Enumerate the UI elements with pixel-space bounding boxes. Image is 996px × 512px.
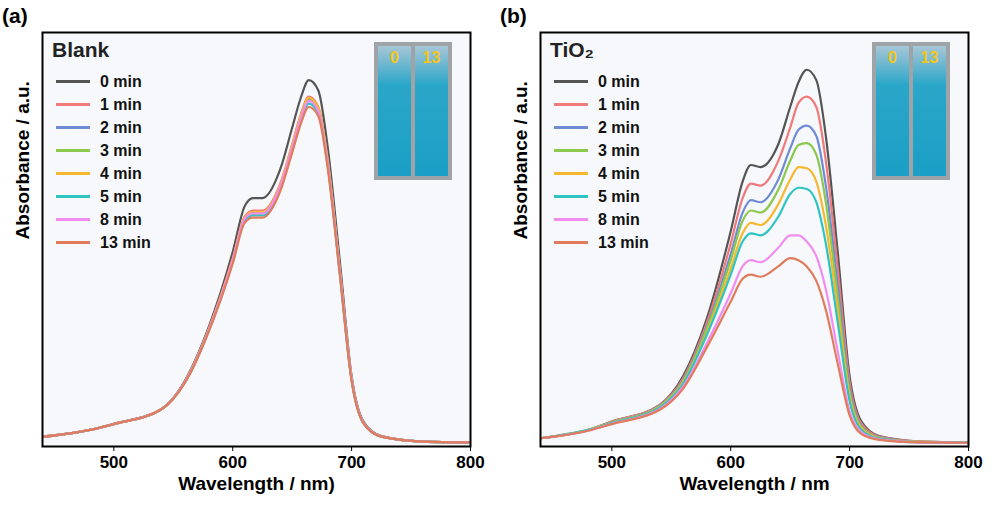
svg-text:500: 500 [100,453,128,472]
html-text:(a): (a) [2,4,28,27]
html-text:13 min: 13 min [598,233,649,251]
html-text:5 min: 5 min [100,187,142,205]
html-text:Blank: Blank [52,38,110,61]
html-text:4 min: 4 min [598,164,640,182]
html-text:1 min: 1 min [598,95,640,113]
html-text:8 min: 8 min [598,210,640,228]
html-text:13: 13 [920,49,939,66]
html-text:0 min: 0 min [598,72,640,90]
html-text:4 min: 4 min [100,164,142,182]
html-text:13: 13 [422,49,441,66]
svg-text:700: 700 [835,453,863,472]
html-text:3 min: 3 min [100,141,142,159]
html-text:0: 0 [888,49,897,66]
html-text:0: 0 [390,49,399,66]
svg-text:Absorbance / a.u.: Absorbance / a.u. [510,81,531,239]
html-text:(b): (b) [500,4,527,27]
svg-text:800: 800 [954,453,982,472]
svg-text:800: 800 [456,453,484,472]
html-text:1 min: 1 min [100,95,142,113]
html-text:8 min: 8 min [100,210,142,228]
html-text:5 min: 5 min [598,187,640,205]
html-text:2 min: 2 min [100,118,142,136]
html-text:TiO₂: TiO₂ [550,38,594,61]
svg-text:600: 600 [219,453,247,472]
svg-text:500: 500 [598,453,626,472]
html-text:2 min: 2 min [598,118,640,136]
html-text:0 min: 0 min [100,72,142,90]
html-text:3 min: 3 min [598,141,640,159]
svg-text:Absorbance / a.u.: Absorbance / a.u. [12,81,33,239]
svg-text:700: 700 [337,453,365,472]
svg-text:600: 600 [717,453,745,472]
html-text:13 min: 13 min [100,233,151,251]
svg-text:Wavelength / nm: Wavelength / nm [679,473,829,494]
svg-text:Wavelength / nm): Wavelength / nm) [178,473,335,494]
